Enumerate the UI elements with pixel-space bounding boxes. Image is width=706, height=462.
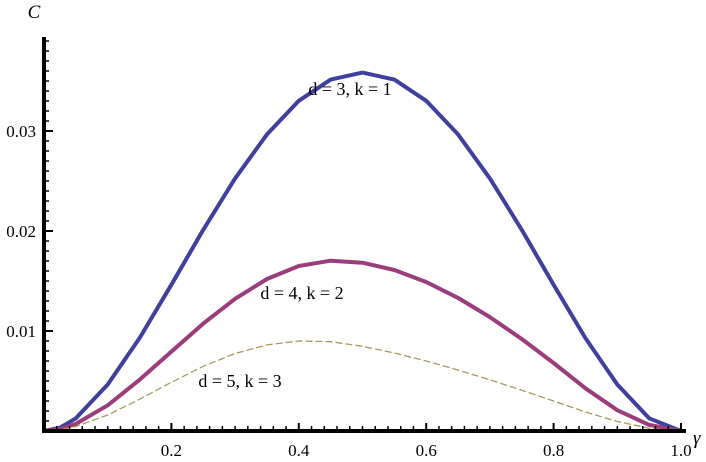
- x-tick-label-3: 0.6: [416, 441, 437, 460]
- y-tick-label-3: 0.03: [6, 122, 36, 141]
- x-tick-label-5: 1.0: [670, 441, 691, 460]
- x-tick-label-4: 0.8: [543, 441, 564, 460]
- y-axis-label: C: [28, 2, 41, 23]
- series-layer: [42, 70, 683, 433]
- axes-layer: [42, 37, 686, 433]
- series-annotation-2: d = 4, k = 2: [260, 283, 343, 303]
- y-tick-label-1: 0.01: [6, 322, 36, 341]
- y-tick-label-2: 0.02: [6, 222, 36, 241]
- minor-ticks: [44, 40, 670, 431]
- series-annotation-1: d = 3, k = 1: [308, 79, 391, 99]
- series-line-1: [42, 70, 683, 433]
- series-line-2: [42, 258, 683, 433]
- x-tick-label-2: 0.4: [288, 441, 310, 460]
- labels-layer: C γ d = 3, k = 1 d = 4, k = 2 d = 5, k =…: [6, 2, 701, 460]
- series-annotation-3: d = 5, k = 3: [198, 371, 281, 391]
- x-tick-label-1: 0.2: [161, 441, 182, 460]
- x-axis-label: γ: [693, 428, 701, 449]
- major-ticks: [42, 130, 682, 433]
- series-line-3: [43, 340, 682, 432]
